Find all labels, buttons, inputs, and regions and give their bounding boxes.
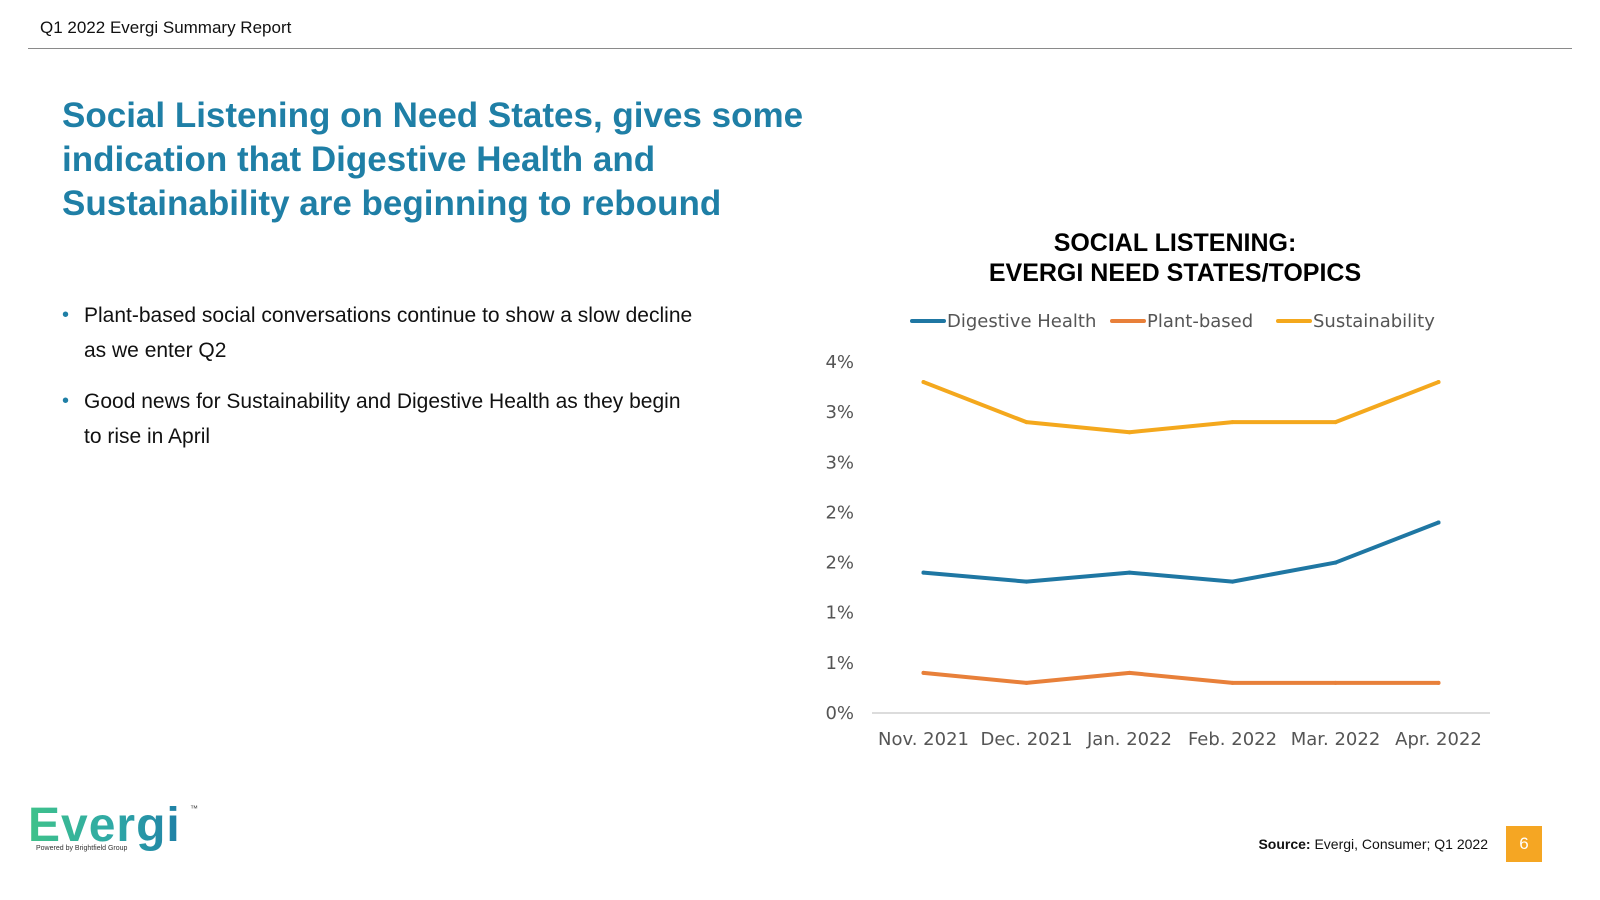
- logo-wordmark: Evergi: [28, 799, 181, 852]
- data-point: [1230, 579, 1235, 584]
- slide-headline: Social Listening on Need States, gives s…: [62, 96, 804, 223]
- legend-label: Sustainability: [1313, 311, 1435, 332]
- y-tick-label: 1%: [825, 653, 854, 674]
- data-point: [1333, 680, 1338, 685]
- bullet-item: • Plant-based social conversations contin…: [62, 298, 702, 368]
- data-point: [1024, 420, 1029, 425]
- page-number: 6: [1506, 826, 1542, 862]
- chart-title-line: EVERGI NEED STATES/TOPICS: [988, 259, 1362, 287]
- bullet-dot-icon: •: [62, 304, 70, 326]
- series-line-digestive-health: [921, 520, 1441, 584]
- data-point: [1024, 680, 1029, 685]
- data-point: [1127, 430, 1132, 435]
- logo-tagline: Powered by Brightfield Group: [36, 845, 128, 852]
- evergi-logo: Evergi ™ Powered by Brightfield Group: [28, 800, 198, 862]
- y-tick-label: 3%: [825, 452, 854, 473]
- y-tick-label: 1%: [825, 603, 854, 624]
- y-tick-label: 2%: [825, 553, 854, 574]
- data-point: [1333, 560, 1338, 565]
- data-point: [921, 670, 926, 675]
- data-point: [1230, 420, 1235, 425]
- data-point: [1436, 680, 1441, 685]
- x-tick-label: Apr. 2022: [1395, 729, 1482, 750]
- chart-title-line: SOCIAL LISTENING:: [1053, 229, 1297, 257]
- data-point: [1436, 380, 1441, 385]
- data-point: [921, 380, 926, 385]
- series-line-plant-based: [921, 670, 1441, 685]
- source-note: Source: Evergi, Consumer; Q1 2022: [1258, 836, 1488, 852]
- data-point: [1127, 570, 1132, 575]
- bullet-item: • Good news for Sustainability and Digest…: [62, 384, 702, 454]
- legend-label: Digestive Health: [947, 311, 1096, 332]
- data-point: [921, 570, 926, 575]
- y-tick-label: 2%: [825, 502, 854, 523]
- series-line-sustainability: [921, 380, 1441, 435]
- data-point: [1230, 680, 1235, 685]
- bullet-dot-icon: •: [62, 390, 70, 412]
- y-tick-label: 3%: [825, 402, 854, 423]
- x-tick-label: Nov. 2021: [878, 729, 969, 750]
- legend-label: Plant-based: [1147, 311, 1253, 332]
- x-tick-label: Mar. 2022: [1291, 729, 1381, 750]
- data-point: [1024, 579, 1029, 584]
- header-divider: [28, 48, 1572, 49]
- x-tick-label: Feb. 2022: [1188, 729, 1277, 750]
- bullet-text: Plant-based social conversations continu…: [84, 304, 693, 362]
- report-title: Q1 2022 Evergi Summary Report: [40, 18, 292, 37]
- source-text: Evergi, Consumer; Q1 2022: [1310, 836, 1488, 852]
- data-point: [1333, 420, 1338, 425]
- x-tick-label: Jan. 2022: [1086, 729, 1172, 750]
- bullet-list: • Plant-based social conversations contin…: [62, 298, 702, 470]
- x-tick-label: Dec. 2021: [980, 729, 1072, 750]
- data-point: [1127, 670, 1132, 675]
- y-tick-label: 0%: [825, 703, 854, 724]
- chart-title: SOCIAL LISTENING: EVERGI NEED STATES/TOP…: [900, 228, 1450, 288]
- bullet-text: Good news for Sustainability and Digesti…: [84, 390, 681, 448]
- data-point: [1436, 520, 1441, 525]
- y-tick-label: 4%: [825, 352, 854, 373]
- source-label: Source:: [1258, 836, 1311, 852]
- logo-trademark: ™: [190, 804, 198, 813]
